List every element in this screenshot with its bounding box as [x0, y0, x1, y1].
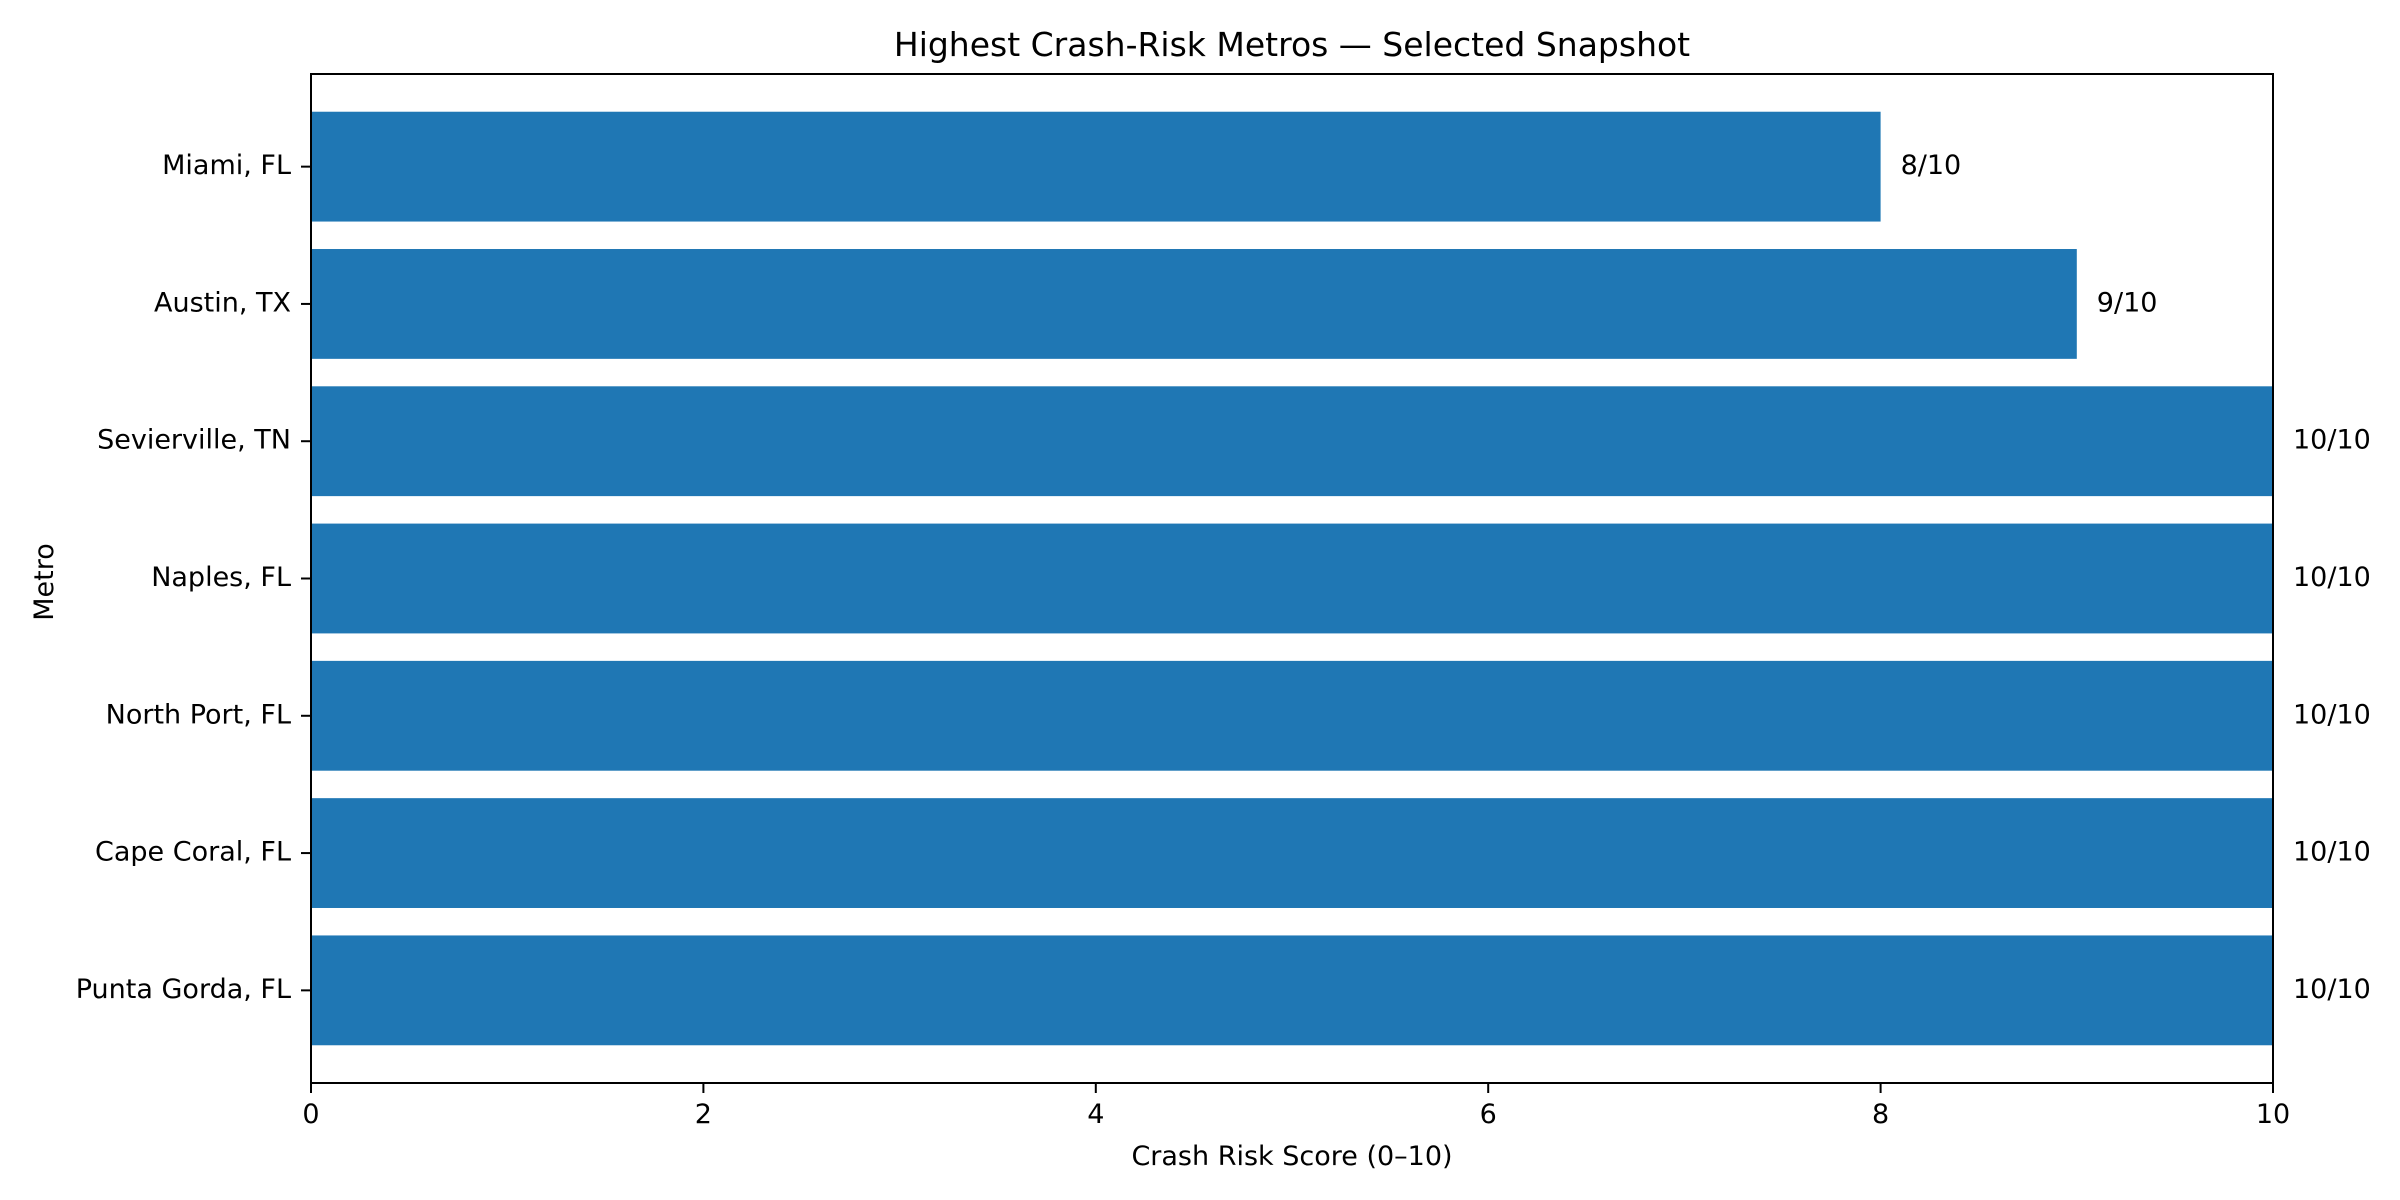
x-tick-label: 2	[695, 1099, 712, 1130]
bar-value-label: 10/10	[2293, 425, 2371, 456]
bar-value-label: 9/10	[2097, 287, 2158, 318]
bar	[311, 798, 2273, 908]
y-tick-label: Punta Gorda, FL	[76, 974, 291, 1005]
x-tick-label: 8	[1872, 1099, 1889, 1130]
bar	[311, 935, 2273, 1046]
x-tick-label: 10	[2256, 1099, 2290, 1130]
x-axis-label: Crash Risk Score (0–10)	[1131, 1141, 1452, 1172]
x-tick-label: 4	[1087, 1099, 1104, 1130]
y-tick-label: Sevierville, TN	[97, 425, 291, 456]
bar	[311, 386, 2273, 497]
x-axis: 0 2 4 6 8 10	[302, 1083, 2290, 1130]
x-tick-label: 0	[302, 1099, 319, 1130]
bar	[311, 660, 2273, 771]
y-axis: Miami, FL Austin, TX Sevierville, TN Naples…	[76, 150, 311, 1005]
bar-value-label: 8/10	[1901, 150, 1962, 181]
value-labels-layer: 8/10 9/10 10/10 10/10 10/10 10/10 10/10	[1901, 150, 2371, 1005]
y-axis-label: Metro	[29, 543, 60, 621]
bar-value-label: 10/10	[2293, 837, 2371, 868]
bar-value-label: 10/10	[2293, 974, 2371, 1005]
bar-value-label: 10/10	[2293, 699, 2371, 730]
y-tick-label: North Port, FL	[106, 699, 291, 730]
bar	[311, 249, 2077, 359]
y-tick-label: Cape Coral, FL	[95, 837, 291, 868]
y-tick-label: Naples, FL	[151, 562, 291, 593]
plot-area-frame	[310, 73, 2274, 1084]
x-tick-label: 6	[1480, 1099, 1497, 1130]
bar	[311, 111, 1881, 222]
bars-layer	[311, 111, 2273, 1046]
bar	[311, 523, 2273, 634]
chart-title: Highest Crash-Risk Metros — Selected Sna…	[894, 25, 1690, 64]
bar-value-label: 10/10	[2293, 562, 2371, 593]
y-tick-label: Austin, TX	[154, 287, 291, 318]
y-tick-label: Miami, FL	[162, 150, 291, 181]
